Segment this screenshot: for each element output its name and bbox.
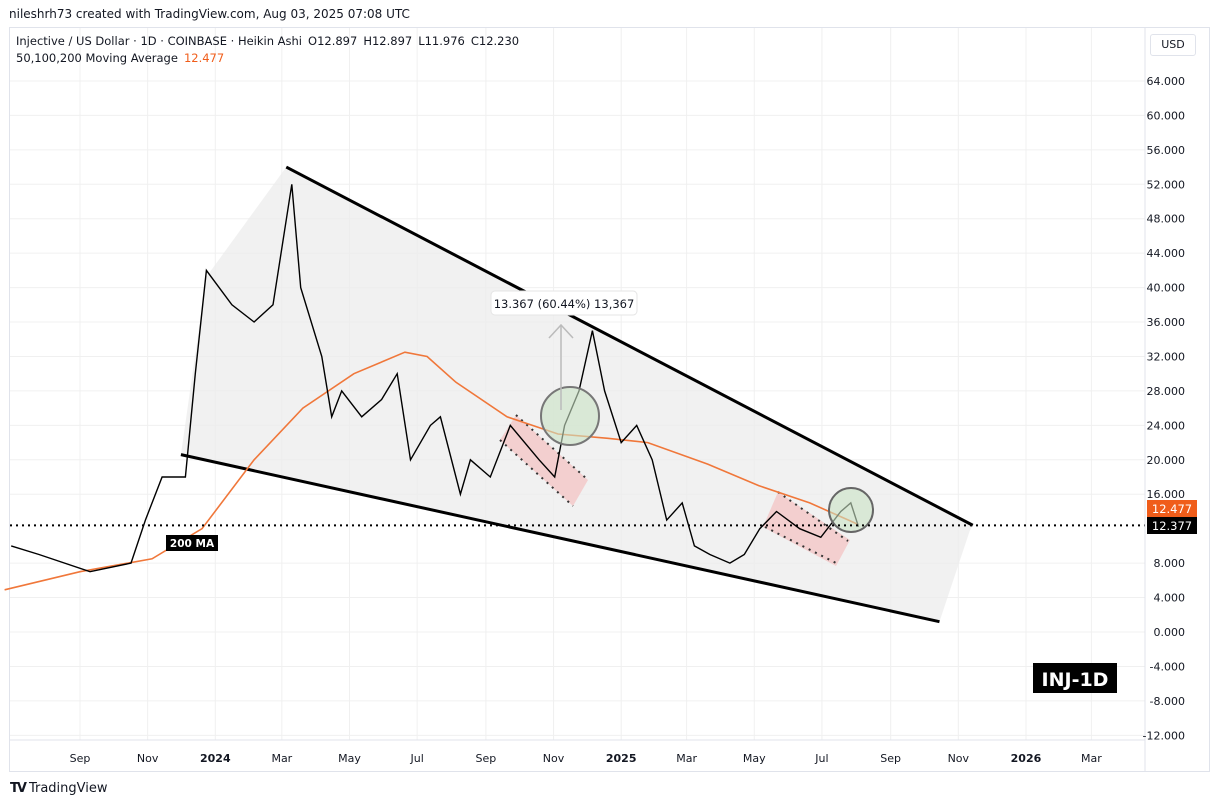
high-value: H12.897 bbox=[363, 34, 413, 48]
x-tick-label: Mar bbox=[676, 752, 697, 765]
wedge-lower-trendline bbox=[180, 453, 940, 624]
y-tick-label: 4.000 bbox=[1154, 592, 1186, 605]
price-axis[interactable]: 64.000 60.000 56.000 52.000 48.000 44.000 40.0… bbox=[1143, 75, 1185, 742]
y-tick-label: 24.000 bbox=[1147, 419, 1186, 432]
x-tick-label: 2026 bbox=[1011, 752, 1042, 765]
y-tick-label: 36.000 bbox=[1147, 316, 1186, 329]
currency-button[interactable]: USD bbox=[1150, 34, 1196, 56]
footer-brand-text: TradingView bbox=[28, 781, 108, 796]
tradingview-logo-icon: TV bbox=[10, 781, 27, 796]
y-tick-label: -12.000 bbox=[1143, 729, 1185, 742]
measure-arrow-head bbox=[548, 323, 574, 339]
flag-rectangle-2 bbox=[763, 492, 850, 566]
x-tick-label: Nov bbox=[543, 752, 565, 765]
chart-frame bbox=[9, 27, 1210, 772]
wedge-upper-trendline bbox=[285, 165, 974, 527]
close-value: C12.230 bbox=[470, 34, 520, 48]
y-tick-label: -8.000 bbox=[1150, 695, 1185, 708]
flag-1-bottom-dotted bbox=[499, 439, 574, 507]
y-tick-label: 32.000 bbox=[1147, 350, 1186, 363]
footer-brand[interactable]: TV TradingView bbox=[10, 781, 107, 796]
open-value: O12.897 bbox=[308, 34, 358, 48]
y-tick-label: 56.000 bbox=[1147, 144, 1186, 157]
y-tick-label: 0.000 bbox=[1154, 626, 1186, 639]
y-tick-label: 60.000 bbox=[1147, 109, 1186, 122]
ticker-tag: INJ-1D bbox=[1033, 663, 1117, 693]
ticker-tag-text: INJ-1D bbox=[1042, 669, 1109, 691]
x-tick-label: Jul bbox=[814, 752, 828, 765]
x-tick-label: May bbox=[338, 752, 361, 765]
y-tick-label: -4.000 bbox=[1150, 660, 1185, 673]
measure-label: 13.367 (60.44%) 13,367 bbox=[490, 290, 638, 316]
flag-2-top-dotted bbox=[777, 491, 849, 542]
x-tick-label: Sep bbox=[880, 752, 901, 765]
x-tick-label: 2025 bbox=[606, 752, 637, 765]
symbol-legend[interactable]: Injective / US Dollar · 1D · COINBASE · … bbox=[16, 34, 519, 48]
low-value: L11.976 bbox=[418, 34, 465, 48]
x-tick-label: Nov bbox=[137, 752, 159, 765]
ma-label: 50,100,200 Moving Average bbox=[16, 51, 178, 65]
x-tick-label: Mar bbox=[1081, 752, 1102, 765]
y-tick-label: 44.000 bbox=[1147, 247, 1186, 260]
ma-price-badge: 12.477 bbox=[1147, 500, 1197, 517]
time-axis[interactable]: Sep Nov 2024 Mar May Jul Sep Nov 2025 Mar May Jul Se… bbox=[70, 752, 1103, 765]
x-tick-label: Mar bbox=[271, 752, 292, 765]
y-tick-label: 40.000 bbox=[1147, 282, 1186, 295]
y-tick-label: 52.000 bbox=[1147, 178, 1186, 191]
ma-200-line bbox=[4, 351, 859, 591]
ma-tag: 200 MA bbox=[166, 535, 218, 551]
flag-rectangle-1 bbox=[500, 415, 588, 506]
ma-tag-text: 200 MA bbox=[170, 538, 215, 550]
x-tick-label: May bbox=[743, 752, 766, 765]
y-tick-label: 20.000 bbox=[1147, 454, 1186, 467]
x-tick-label: Sep bbox=[70, 752, 91, 765]
x-tick-label: Sep bbox=[476, 752, 497, 765]
y-tick-label: 48.000 bbox=[1147, 213, 1186, 226]
ma-value: 12.477 bbox=[183, 51, 225, 65]
ma-price-badge-text: 12.477 bbox=[1152, 502, 1192, 516]
x-tick-label: 2024 bbox=[200, 752, 231, 765]
price-series-line bbox=[10, 184, 860, 573]
y-tick-label: 8.000 bbox=[1154, 557, 1186, 570]
breakout-circle-2 bbox=[828, 487, 874, 533]
measure-label-text: 13.367 (60.44%) 13,367 bbox=[494, 297, 635, 311]
last-price-badge-text: 12.377 bbox=[1152, 519, 1192, 533]
x-tick-label: Jul bbox=[409, 752, 423, 765]
author-credit: nileshrh73 created with TradingView.com,… bbox=[9, 7, 410, 21]
last-price-badge: 12.377 bbox=[1147, 517, 1197, 534]
indicator-legend[interactable]: 50,100,200 Moving Average 12.477 bbox=[16, 51, 224, 65]
symbol-title: Injective / US Dollar · 1D · COINBASE · … bbox=[16, 34, 303, 48]
y-tick-label: 28.000 bbox=[1147, 385, 1186, 398]
y-tick-label: 16.000 bbox=[1147, 488, 1186, 501]
breakout-circle-1 bbox=[540, 386, 600, 446]
y-tick-label: 64.000 bbox=[1147, 75, 1186, 88]
x-tick-label: Nov bbox=[948, 752, 970, 765]
